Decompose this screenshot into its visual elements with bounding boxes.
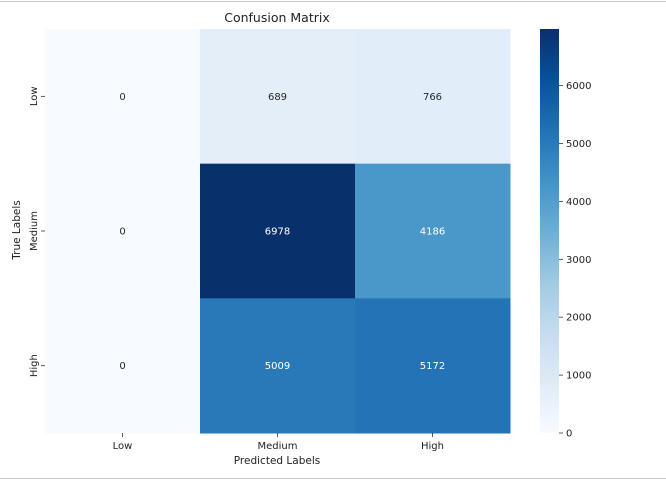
y-tick-label-medium: Medium [29, 211, 40, 251]
y-tick-label-high: High [29, 354, 40, 377]
colorbar [540, 29, 559, 433]
colorbar-tick-label: 4000 [566, 197, 591, 208]
heatmap-cell-0-0 [45, 29, 201, 165]
heatmap-cell-0-1 [200, 29, 356, 165]
cell-value-label: 766 [423, 92, 442, 103]
cell-value-label: 689 [268, 92, 287, 103]
cell-value-label: 6978 [265, 227, 290, 238]
heatmap-cells: 0 689 766 0 6978 4186 0 5009 5172 [45, 29, 511, 434]
heatmap-cell-2-2 [355, 298, 511, 434]
colorbar-tick-label: 1000 [566, 371, 591, 382]
colorbar-ticks: 0 1000 2000 3000 4000 5000 6000 [559, 81, 591, 440]
heatmap-cell-0-2 [355, 29, 511, 165]
colorbar-tick-label: 0 [566, 429, 572, 440]
x-tick-label-medium: Medium [258, 441, 298, 452]
cell-value-label: 0 [119, 227, 125, 238]
colorbar-tick-label: 3000 [566, 255, 591, 266]
colorbar-tick-label: 5000 [566, 139, 591, 150]
heatmap-cell-1-2 [355, 163, 511, 299]
frame-bottom-border [0, 478, 666, 479]
y-axis-label: True Labels [11, 200, 23, 260]
x-tick-label-high: High [421, 441, 444, 452]
frame-top-border [0, 1, 666, 2]
chart-title: Confusion Matrix [224, 10, 330, 25]
y-tick-label-low: Low [29, 86, 40, 106]
cell-value-label: 0 [119, 92, 125, 103]
heatmap-cell-2-1 [200, 298, 356, 434]
colorbar-tick-label: 2000 [566, 313, 591, 324]
x-axis-label: Predicted Labels [234, 455, 320, 467]
heatmap-cell-1-0 [45, 163, 201, 299]
heatmap-cell-1-1 [200, 163, 356, 299]
colorbar-tick-label: 6000 [566, 81, 591, 92]
x-axis-ticks: Low Medium High [113, 433, 444, 452]
x-tick-label-low: Low [113, 441, 133, 452]
cell-value-label: 0 [119, 361, 125, 372]
cell-value-label: 5172 [420, 361, 445, 372]
heatmap-cell-2-0 [45, 298, 201, 434]
y-axis-ticks: Low Medium High [29, 86, 45, 377]
cell-value-label: 4186 [420, 227, 445, 238]
cell-value-label: 5009 [265, 361, 290, 372]
